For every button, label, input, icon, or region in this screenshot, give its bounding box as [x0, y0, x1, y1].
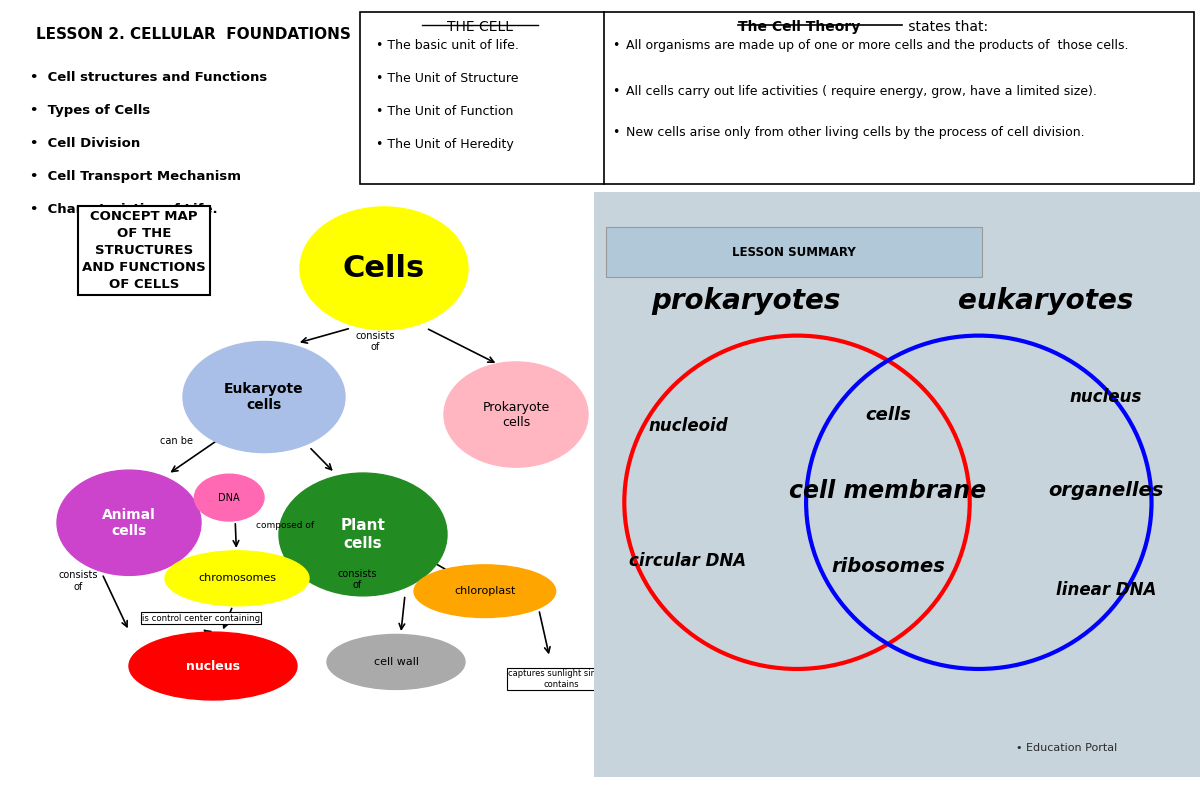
Text: nucleus: nucleus — [186, 659, 240, 673]
Text: CONCEPT MAP
OF THE
STRUCTURES
AND FUNCTIONS
OF CELLS: CONCEPT MAP OF THE STRUCTURES AND FUNCTI… — [82, 210, 206, 291]
Text: •: • — [612, 126, 619, 139]
Text: organelles: organelles — [1049, 481, 1164, 500]
Text: Cells: Cells — [343, 254, 425, 283]
Text: cell wall: cell wall — [373, 657, 419, 667]
Ellipse shape — [444, 362, 588, 467]
Text: cell membrane: cell membrane — [790, 479, 986, 502]
Text: Animal
cells: Animal cells — [102, 508, 156, 538]
Text: DNA: DNA — [218, 493, 240, 502]
Ellipse shape — [58, 470, 202, 575]
Text: •  Cell Transport Mechanism: • Cell Transport Mechanism — [30, 170, 241, 183]
Text: •  Characteristics of Life.: • Characteristics of Life. — [30, 203, 217, 216]
Text: • The Unit of Heredity: • The Unit of Heredity — [376, 138, 514, 152]
Text: linear DNA: linear DNA — [1056, 581, 1157, 599]
Text: eukaryotes: eukaryotes — [958, 287, 1133, 315]
Text: states that:: states that: — [904, 20, 988, 34]
Text: • The basic unit of life.: • The basic unit of life. — [376, 39, 518, 53]
Text: ribosomes: ribosomes — [830, 557, 944, 576]
Text: circular DNA: circular DNA — [629, 552, 746, 570]
Text: nucleus: nucleus — [1070, 388, 1142, 406]
Text: can be: can be — [161, 436, 193, 446]
Text: •: • — [612, 85, 619, 98]
FancyBboxPatch shape — [594, 192, 1200, 777]
Text: LESSON SUMMARY: LESSON SUMMARY — [732, 246, 856, 259]
Ellipse shape — [130, 632, 298, 700]
FancyBboxPatch shape — [360, 12, 1194, 184]
Text: • The Unit of Function: • The Unit of Function — [376, 105, 512, 119]
Text: Eukaryote
cells: Eukaryote cells — [224, 382, 304, 412]
Text: nucleoid: nucleoid — [648, 418, 727, 435]
Ellipse shape — [194, 474, 264, 521]
Text: THE CELL: THE CELL — [446, 20, 514, 34]
Text: prokaryotes: prokaryotes — [650, 287, 840, 315]
Text: •  Cell structures and Functions: • Cell structures and Functions — [30, 71, 268, 84]
Text: composed of: composed of — [256, 521, 314, 530]
Text: All organisms are made up of one or more cells and the products of  those cells.: All organisms are made up of one or more… — [626, 39, 1129, 53]
Text: •: • — [612, 39, 619, 53]
Text: • The Unit of Structure: • The Unit of Structure — [376, 72, 518, 86]
Ellipse shape — [300, 207, 468, 330]
Text: captures sunlight since it
contains: captures sunlight since it contains — [508, 669, 614, 688]
Text: • Education Portal: • Education Portal — [1016, 743, 1117, 753]
Text: consists
of: consists of — [59, 571, 97, 592]
Ellipse shape — [166, 551, 310, 606]
Text: is control center containing: is control center containing — [142, 614, 260, 623]
Text: New cells arise only from other living cells by the process of cell division.: New cells arise only from other living c… — [626, 126, 1085, 139]
Text: chloroplast: chloroplast — [454, 586, 516, 596]
Text: The Cell Theory: The Cell Theory — [738, 20, 860, 34]
Text: cells: cells — [865, 406, 911, 424]
Text: chromosomes: chromosomes — [198, 573, 276, 583]
Text: All cells carry out life activities ( require energy, grow, have a limited size): All cells carry out life activities ( re… — [626, 85, 1097, 98]
Text: LESSON 2. CELLULAR  FOUNDATIONS: LESSON 2. CELLULAR FOUNDATIONS — [36, 27, 350, 42]
Ellipse shape — [278, 473, 446, 596]
Text: Prokaryote
cells: Prokaryote cells — [482, 400, 550, 429]
Text: consists
of: consists of — [337, 568, 377, 590]
Ellipse shape — [182, 341, 346, 453]
Text: •  Types of Cells: • Types of Cells — [30, 104, 150, 117]
Ellipse shape — [414, 565, 556, 618]
Text: consists
of: consists of — [355, 330, 395, 352]
Ellipse shape — [326, 634, 466, 689]
FancyBboxPatch shape — [606, 228, 982, 277]
Text: •  Cell Division: • Cell Division — [30, 137, 140, 150]
Text: Plant
cells: Plant cells — [341, 518, 385, 550]
